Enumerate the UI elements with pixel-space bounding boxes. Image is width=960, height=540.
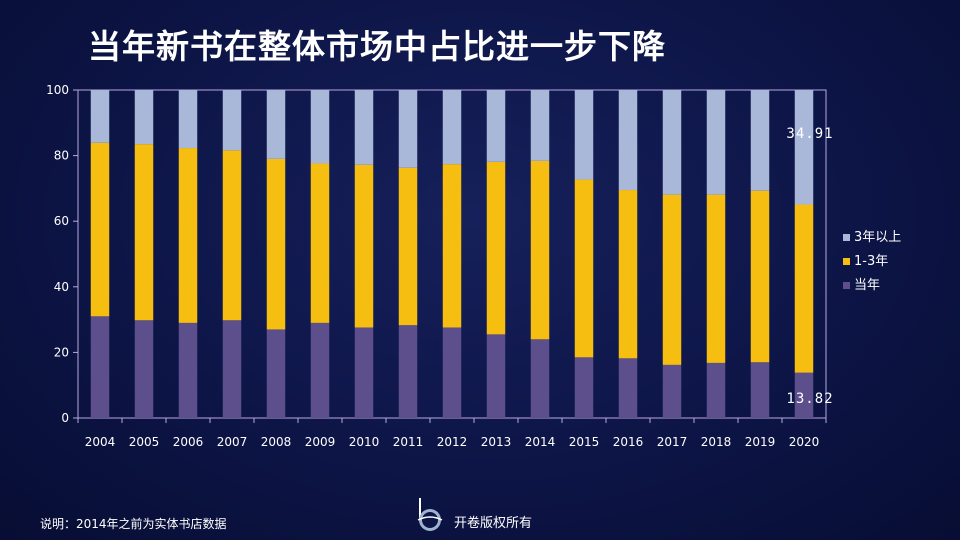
- bar-segment-current: [90, 316, 110, 418]
- bar-segment-3plus: [662, 90, 682, 195]
- bar-segment-1-3: [442, 164, 462, 328]
- bar-segment-3plus: [398, 90, 418, 168]
- legend-label: 3年以上: [854, 230, 901, 245]
- bar-segment-3plus: [530, 90, 550, 161]
- x-tick-label: 2005: [129, 435, 160, 449]
- footnote: 说明：2014年之前为实体书店数据: [40, 517, 227, 531]
- y-tick-label: 60: [54, 214, 69, 228]
- bar-segment-1-3: [794, 204, 814, 373]
- y-tick-label: 0: [61, 411, 69, 425]
- bar-segment-1-3: [398, 167, 418, 326]
- bar-segment-current: [662, 364, 682, 418]
- legend-label: 1-3年: [854, 254, 888, 269]
- x-tick-label: 2017: [657, 435, 688, 449]
- bar-segment-3plus: [134, 90, 154, 145]
- copyright-text: 开卷版权所有: [454, 516, 533, 531]
- x-tick-label: 2012: [437, 435, 468, 449]
- bar-segment-current: [794, 372, 814, 418]
- x-tick-label: 2020: [789, 435, 820, 449]
- bar-segment-1-3: [222, 150, 242, 321]
- bar-segment-current: [442, 327, 462, 418]
- bar-segment-current: [706, 362, 726, 418]
- bar-segment-current: [222, 320, 242, 418]
- bar-segment-1-3: [486, 161, 506, 335]
- bar-segment-1-3: [310, 163, 330, 323]
- y-tick-label: 80: [54, 149, 69, 163]
- bar-segment-current: [354, 327, 374, 418]
- bar-segment-1-3: [134, 144, 154, 321]
- bar-segment-current: [398, 325, 418, 418]
- bar-segment-3plus: [310, 90, 330, 164]
- bar-segment-current: [530, 339, 550, 418]
- x-tick-label: 2011: [393, 435, 424, 449]
- legend-swatch: [843, 234, 850, 241]
- x-tick-label: 2019: [745, 435, 776, 449]
- bar-segment-current: [486, 334, 506, 418]
- data-label: 13.82: [786, 391, 833, 407]
- bar-segment-current: [310, 322, 330, 418]
- x-tick-label: 2010: [349, 435, 380, 449]
- bar-segment-1-3: [178, 148, 198, 323]
- bar-segment-3plus: [574, 90, 594, 180]
- x-tick-label: 2009: [305, 435, 336, 449]
- bar-segment-current: [266, 329, 286, 418]
- y-tick-label: 40: [54, 280, 69, 294]
- legend-label: 当年: [854, 278, 880, 293]
- bar-segment-1-3: [266, 158, 286, 330]
- x-tick-label: 2018: [701, 435, 732, 449]
- x-tick-label: 2004: [85, 435, 116, 449]
- bar-segment-current: [178, 322, 198, 418]
- x-tick-label: 2007: [217, 435, 248, 449]
- data-label: 34.91: [786, 126, 833, 142]
- legend-swatch: [843, 258, 850, 265]
- legend-swatch: [843, 282, 850, 289]
- bar-segment-1-3: [530, 160, 550, 340]
- x-tick-label: 2013: [481, 435, 512, 449]
- y-tick-label: 100: [46, 83, 69, 97]
- bar-segment-current: [134, 320, 154, 418]
- bar-segment-3plus: [794, 90, 814, 205]
- page-title: 当年新书在整体市场中占比进一步下降: [88, 27, 666, 66]
- bar-segment-1-3: [706, 194, 726, 363]
- bar-segment-3plus: [750, 90, 770, 191]
- bar-segment-3plus: [222, 90, 242, 151]
- x-tick-label: 2008: [261, 435, 292, 449]
- bar-segment-3plus: [354, 90, 374, 165]
- bar-segment-3plus: [178, 90, 198, 149]
- bar-segment-3plus: [266, 90, 286, 159]
- bar-segment-1-3: [90, 142, 110, 317]
- openbook-logo-icon: [417, 498, 443, 531]
- bar-segment-3plus: [706, 90, 726, 195]
- bar-segment-3plus: [486, 90, 506, 162]
- x-tick-label: 2014: [525, 435, 556, 449]
- bar-segment-3plus: [90, 90, 110, 143]
- bar-segment-1-3: [354, 164, 374, 328]
- bar-segment-1-3: [574, 179, 594, 358]
- x-tick-label: 2016: [613, 435, 644, 449]
- bar-segment-current: [750, 362, 770, 418]
- bar-segment-current: [618, 358, 638, 418]
- bar-segment-3plus: [442, 90, 462, 165]
- bar-segment-3plus: [618, 90, 638, 191]
- x-tick-label: 2015: [569, 435, 600, 449]
- bar-segment-current: [574, 357, 594, 418]
- bar-segment-1-3: [662, 194, 682, 365]
- x-tick-label: 2006: [173, 435, 204, 449]
- y-tick-label: 20: [54, 345, 69, 359]
- bar-segment-1-3: [618, 190, 638, 359]
- bar-segment-1-3: [750, 190, 770, 363]
